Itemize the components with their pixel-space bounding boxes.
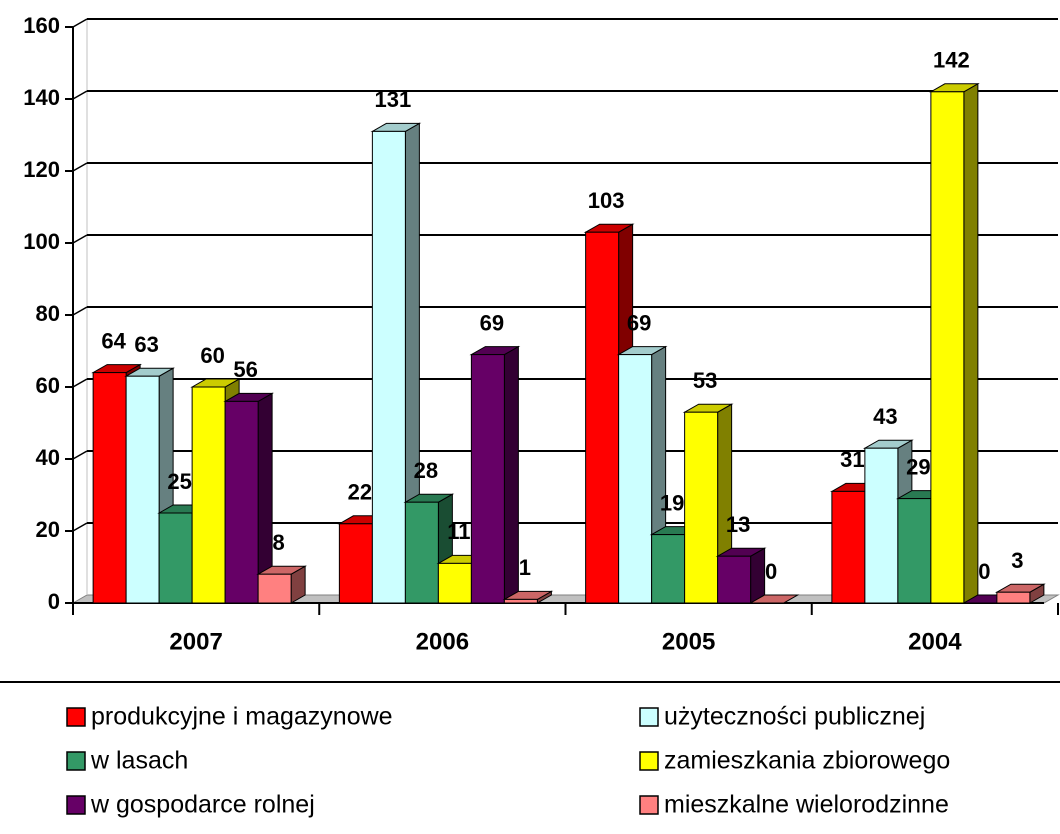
grid-line-side: [72, 18, 88, 28]
data-label: 69: [627, 310, 651, 335]
bar: [191, 386, 226, 604]
bar: [717, 555, 752, 604]
data-label: 142: [933, 48, 970, 73]
bar: [338, 523, 373, 604]
y-tick-label: 60: [36, 373, 60, 398]
data-label: 56: [233, 357, 257, 382]
y-tick-label: 140: [23, 85, 60, 110]
data-label: 22: [348, 480, 372, 505]
bar: [125, 375, 160, 604]
bar: [257, 573, 292, 604]
y-tick-label: 40: [36, 445, 60, 470]
data-label: 131: [375, 87, 412, 112]
legend-label: w lasach: [90, 747, 188, 775]
data-label: 29: [906, 454, 930, 479]
grid-line-side: [72, 234, 88, 244]
bar: [684, 411, 719, 604]
data-label: 43: [873, 404, 897, 429]
bar: [224, 400, 259, 604]
data-label: 25: [167, 469, 191, 494]
y-tick-label: 0: [48, 589, 60, 614]
x-tick-label: 2007: [169, 628, 222, 655]
data-label: 0: [978, 559, 990, 584]
grid-line-side: [72, 306, 88, 316]
data-label: 63: [134, 332, 158, 357]
data-label: 31: [840, 447, 864, 472]
legend-swatch: [639, 707, 659, 727]
data-label: 69: [480, 310, 504, 335]
y-tick-label: 100: [23, 229, 60, 254]
bar: [92, 372, 127, 604]
data-label: 28: [414, 458, 438, 483]
bar: [864, 447, 899, 604]
bar-side: [503, 345, 519, 604]
data-label: 1: [519, 555, 531, 580]
legend-label: produkcyjne i magazynowe: [91, 703, 393, 731]
bar: [897, 498, 932, 604]
bar-top: [748, 594, 800, 604]
legend-swatch: [66, 795, 86, 815]
data-label: 103: [588, 188, 625, 213]
legend-label: mieszkalne wielorodzinne: [664, 791, 949, 819]
legend-swatch: [66, 707, 86, 727]
bar: [470, 354, 505, 604]
bar: [996, 591, 1031, 604]
grid-line-side: [72, 450, 88, 460]
legend-label: użyteczności publicznej: [664, 703, 925, 731]
bar: [371, 130, 406, 604]
data-label: 0: [765, 559, 777, 584]
legend-swatch: [66, 751, 86, 771]
legend-label: w gospodarce rolnej: [90, 791, 315, 819]
y-tick-label: 80: [36, 301, 60, 326]
y-tick-label: 120: [23, 157, 60, 182]
grid-line-side: [72, 90, 88, 100]
grid-line-side: [72, 162, 88, 172]
bar: [618, 354, 653, 604]
data-label: 3: [1011, 548, 1023, 573]
bar: [404, 501, 439, 604]
legend-swatch: [639, 795, 659, 815]
bar: [503, 598, 538, 604]
data-label: 8: [273, 530, 285, 555]
bar: [585, 231, 620, 604]
bar: [158, 512, 193, 604]
data-label: 64: [101, 328, 126, 353]
x-tick-label: 2005: [662, 628, 715, 655]
data-label: 60: [200, 343, 224, 368]
x-tick-label: 2006: [416, 628, 469, 655]
bar: [651, 534, 686, 604]
bar-side: [750, 547, 766, 604]
data-label: 11: [447, 519, 470, 544]
grid-line-side: [72, 522, 88, 532]
y-tick-label: 20: [36, 517, 60, 542]
bar-side: [963, 82, 979, 604]
data-label: 13: [726, 512, 750, 537]
legend-swatch: [639, 751, 659, 771]
data-label: 19: [660, 490, 684, 515]
y-tick-label: 160: [23, 13, 60, 38]
grid-line-side: [72, 378, 88, 388]
x-tick-label: 2004: [908, 628, 962, 655]
legend-label: zamieszkania zbiorowego: [664, 747, 950, 775]
bar: [831, 490, 866, 604]
bar: [437, 562, 472, 604]
data-label: 53: [693, 368, 717, 393]
bar: [930, 91, 965, 604]
